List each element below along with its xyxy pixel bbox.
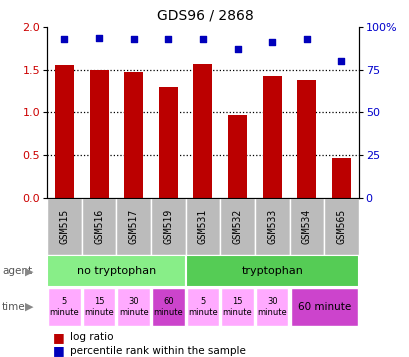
Point bbox=[337, 58, 344, 64]
Bar bbox=[297, 80, 316, 198]
Bar bbox=[117, 288, 150, 326]
Bar bbox=[193, 64, 212, 198]
Point bbox=[303, 36, 309, 42]
Text: time: time bbox=[2, 302, 26, 312]
Bar bbox=[289, 198, 324, 255]
Text: tryptophan: tryptophan bbox=[240, 266, 302, 276]
Text: GSM531: GSM531 bbox=[198, 209, 207, 244]
Point bbox=[268, 39, 275, 45]
Bar bbox=[262, 76, 281, 198]
Point bbox=[61, 36, 67, 42]
Bar bbox=[186, 288, 219, 326]
Text: 30
minute: 30 minute bbox=[257, 297, 286, 317]
Bar bbox=[185, 255, 358, 287]
Bar bbox=[254, 198, 289, 255]
Text: GSM534: GSM534 bbox=[301, 209, 311, 244]
Point bbox=[165, 36, 171, 42]
Bar bbox=[220, 198, 254, 255]
Bar bbox=[81, 198, 116, 255]
Bar bbox=[48, 288, 81, 326]
Text: no tryptophan: no tryptophan bbox=[76, 266, 156, 276]
Bar bbox=[290, 288, 357, 326]
Text: GDS96 / 2868: GDS96 / 2868 bbox=[156, 9, 253, 23]
Point bbox=[96, 35, 102, 41]
Text: 15
minute: 15 minute bbox=[84, 297, 114, 317]
Bar bbox=[47, 255, 185, 287]
Text: GSM517: GSM517 bbox=[128, 209, 138, 244]
Text: 5
minute: 5 minute bbox=[49, 297, 79, 317]
Bar bbox=[83, 288, 115, 326]
Bar bbox=[124, 72, 143, 198]
Text: GSM515: GSM515 bbox=[59, 209, 69, 244]
Text: ▶: ▶ bbox=[25, 266, 34, 276]
Bar bbox=[89, 70, 108, 198]
Text: 60
minute: 60 minute bbox=[153, 297, 183, 317]
Text: GSM532: GSM532 bbox=[232, 209, 242, 244]
Bar bbox=[116, 198, 151, 255]
Bar bbox=[331, 158, 350, 198]
Text: GSM533: GSM533 bbox=[267, 209, 276, 244]
Bar bbox=[55, 65, 74, 198]
Text: GSM516: GSM516 bbox=[94, 209, 104, 244]
Point bbox=[130, 36, 137, 42]
Bar bbox=[227, 115, 247, 198]
Text: 60 minute: 60 minute bbox=[297, 302, 350, 312]
Bar bbox=[47, 198, 81, 255]
Text: GSM565: GSM565 bbox=[336, 209, 346, 244]
Bar bbox=[158, 87, 178, 198]
Text: ■: ■ bbox=[53, 344, 65, 357]
Bar bbox=[185, 198, 220, 255]
Text: 30
minute: 30 minute bbox=[119, 297, 148, 317]
Text: agent: agent bbox=[2, 266, 32, 276]
Bar bbox=[324, 198, 358, 255]
Bar bbox=[221, 288, 253, 326]
Text: 5
minute: 5 minute bbox=[188, 297, 217, 317]
Point bbox=[234, 46, 240, 52]
Text: 15
minute: 15 minute bbox=[222, 297, 252, 317]
Point bbox=[199, 36, 206, 42]
Bar bbox=[255, 288, 288, 326]
Text: ▶: ▶ bbox=[25, 302, 34, 312]
Text: ■: ■ bbox=[53, 331, 65, 344]
Bar bbox=[152, 288, 184, 326]
Text: percentile rank within the sample: percentile rank within the sample bbox=[70, 346, 245, 356]
Text: GSM519: GSM519 bbox=[163, 209, 173, 244]
Bar bbox=[151, 198, 185, 255]
Text: log ratio: log ratio bbox=[70, 332, 113, 342]
